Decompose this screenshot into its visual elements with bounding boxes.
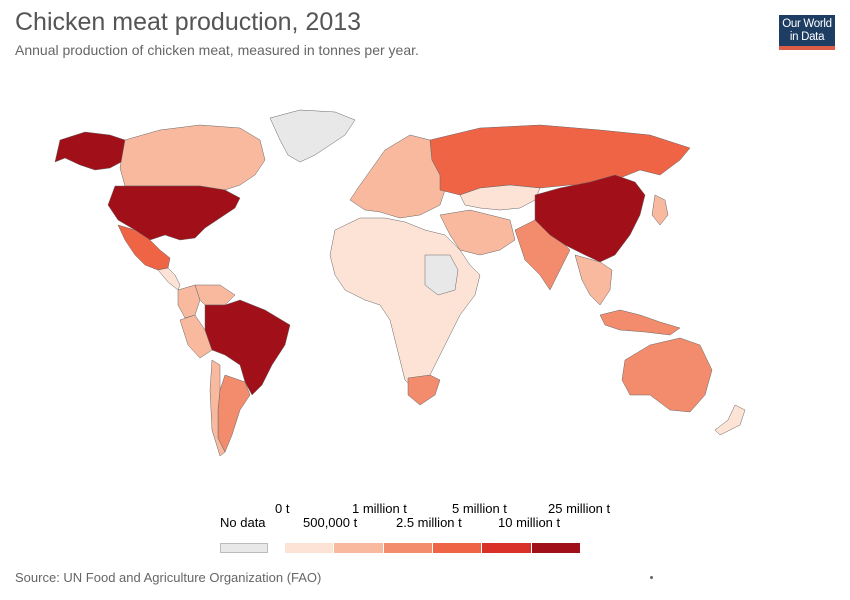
- world-map: [54, 109, 746, 457]
- chart-title: Chicken meat production, 2013: [15, 8, 362, 36]
- legend-bin-0[interactable]: [285, 543, 335, 553]
- legend-label-5m: 5 million t: [452, 501, 507, 516]
- legend-label-0: 0 t: [275, 501, 290, 516]
- region-New-Zealand[interactable]: [714, 404, 746, 436]
- region-Japan[interactable]: [651, 194, 669, 226]
- region-China[interactable]: [534, 174, 646, 263]
- region-Venezuela[interactable]: [194, 284, 236, 306]
- region-South-Africa[interactable]: [407, 374, 441, 406]
- region-Central-America[interactable]: [157, 267, 181, 291]
- region-Europe[interactable]: [349, 134, 446, 219]
- legend-label-2-5m: 2.5 million t: [396, 515, 462, 530]
- owid-logo[interactable]: Our World in Data: [779, 15, 835, 50]
- region-Alaska[interactable]: [54, 131, 126, 171]
- legend-no-data-label: No data: [220, 515, 266, 530]
- legend-bin-3[interactable]: [432, 543, 483, 553]
- region-Canada[interactable]: [119, 124, 266, 191]
- legend-no-data-swatch[interactable]: [220, 543, 268, 553]
- footer-dot: [650, 576, 653, 579]
- legend-bin-2[interactable]: [383, 543, 433, 553]
- legend-bin-4[interactable]: [482, 543, 532, 553]
- region-Southeast-Asia[interactable]: [574, 254, 613, 306]
- region-Iran[interactable]: [439, 209, 516, 256]
- region-Brazil[interactable]: [204, 299, 291, 396]
- legend-label-1m: 1 million t: [352, 501, 407, 516]
- legend-label-10m: 10 million t: [498, 515, 561, 530]
- region-United-States[interactable]: [107, 185, 241, 241]
- chart-subtitle: Annual production of chicken meat, measu…: [15, 42, 419, 58]
- logo-line-2: in Data: [789, 31, 825, 43]
- region-Australia[interactable]: [621, 337, 713, 413]
- region-Indonesia[interactable]: [599, 309, 681, 336]
- legend-bin-1[interactable]: [334, 543, 384, 553]
- region-Sudan[interactable]: [424, 254, 459, 296]
- legend-color-bar: [285, 543, 581, 553]
- region-Kazakhstan[interactable]: [459, 184, 541, 211]
- region-Greenland[interactable]: [269, 109, 356, 163]
- region-Chile[interactable]: [209, 359, 226, 457]
- region-Argentina[interactable]: [217, 374, 251, 453]
- source-note: Source: UN Food and Agriculture Organiza…: [15, 570, 322, 585]
- logo-line-1: Our World: [782, 18, 832, 30]
- region-Russia[interactable]: [429, 124, 691, 196]
- legend-bin-5[interactable]: [531, 543, 581, 553]
- legend-label-500k: 500,000 t: [303, 515, 358, 530]
- legend-label-25m: 25 million t: [548, 501, 611, 516]
